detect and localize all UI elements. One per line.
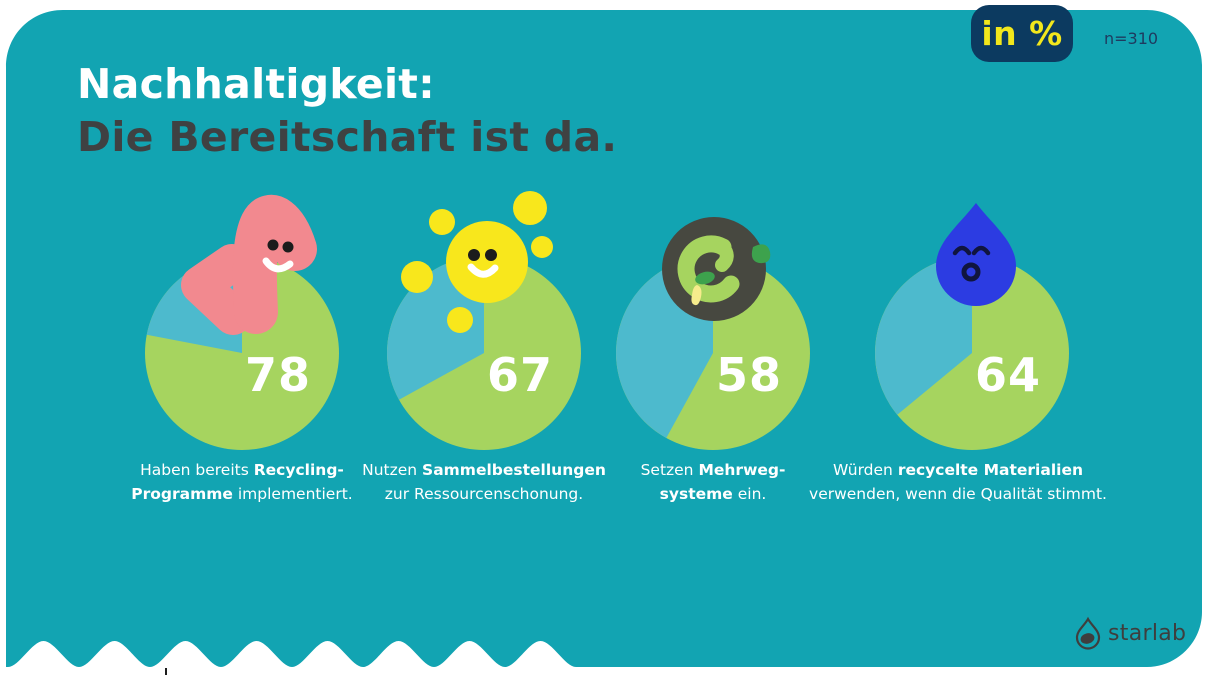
reuse-ring-icon: [662, 217, 771, 321]
caption-segment: Sammelbestellungen: [422, 461, 606, 479]
caption-line: Setzen Mehrweg-: [543, 458, 883, 482]
sample-size-label: n=310: [1104, 29, 1159, 48]
stat-caption: Würden recycelte Materialien verwenden, …: [788, 458, 1128, 506]
pie-value: 78: [245, 348, 311, 402]
caption-line: Würden recycelte Materialien: [788, 458, 1128, 482]
caption-segment: Würden: [832, 461, 898, 479]
sun-icon: [401, 191, 553, 333]
stat-recycelte-materialien: 64 Würden recycelte Materialien verwende…: [809, 185, 1107, 545]
caption-segment: zur Ressourcenschonung.: [384, 485, 584, 503]
brand-logo: starlab: [1074, 616, 1186, 650]
caption-segment: Recycling-: [253, 461, 344, 479]
caption-segment: implementiert.: [232, 485, 353, 503]
unit-badge: in %: [971, 5, 1073, 62]
caption-line: zur Ressourcenschonung.: [314, 482, 654, 506]
caption-line: verwenden, wenn die Qualität stimmt.: [788, 482, 1128, 506]
pie-value: 67: [487, 348, 553, 402]
page-title: Nachhaltigkeit: Die Bereitschaft ist da.: [77, 58, 617, 164]
caption-line: Haben bereits Recycling-: [72, 458, 412, 482]
page-title-line2: Die Bereitschaft ist da.: [77, 113, 618, 161]
stat-caption: Setzen Mehrweg- systeme ein.: [543, 458, 883, 506]
recycling-blob-icon: [181, 195, 317, 335]
waterdrop-icon: [936, 203, 1016, 307]
stat-recycling: 78 Haben bereits Recycling- Programme im…: [112, 185, 372, 545]
page-title-line1: Nachhaltigkeit:: [77, 60, 435, 108]
caption-line: systeme ein.: [543, 482, 883, 506]
caption-line: Nutzen Sammelbestellungen: [314, 458, 654, 482]
caption-segment: ein.: [732, 485, 767, 503]
stat-mehrwegsysteme: 58 Setzen Mehrweg- systeme ein.: [583, 185, 843, 545]
caption-segment: verwenden, wenn die Qualität stimmt.: [809, 485, 1107, 503]
stat-caption: Haben bereits Recycling- Programme imple…: [72, 458, 412, 506]
stray-mark: [165, 668, 167, 675]
caption-segment: Haben bereits: [140, 461, 254, 479]
pie-value: 64: [975, 348, 1041, 402]
caption-segment: Nutzen: [362, 461, 423, 479]
caption-segment: Programme: [131, 485, 233, 503]
caption-line: Programme implementiert.: [72, 482, 412, 506]
pie-remainder-wedge: [875, 256, 972, 415]
brand-name: starlab: [1108, 620, 1187, 646]
caption-segment: Mehrweg-: [698, 461, 786, 479]
pie-value: 58: [716, 348, 782, 402]
droplet-logo-icon: [1075, 616, 1101, 650]
caption-segment: recycelte Materialien: [897, 461, 1083, 479]
stat-sammelbestellungen: 67 Nutzen Sammelbestellungen zur Ressour…: [354, 185, 614, 545]
stat-caption: Nutzen Sammelbestellungen zur Ressourcen…: [314, 458, 654, 506]
caption-segment: Setzen: [640, 461, 699, 479]
caption-segment: systeme: [659, 485, 733, 503]
